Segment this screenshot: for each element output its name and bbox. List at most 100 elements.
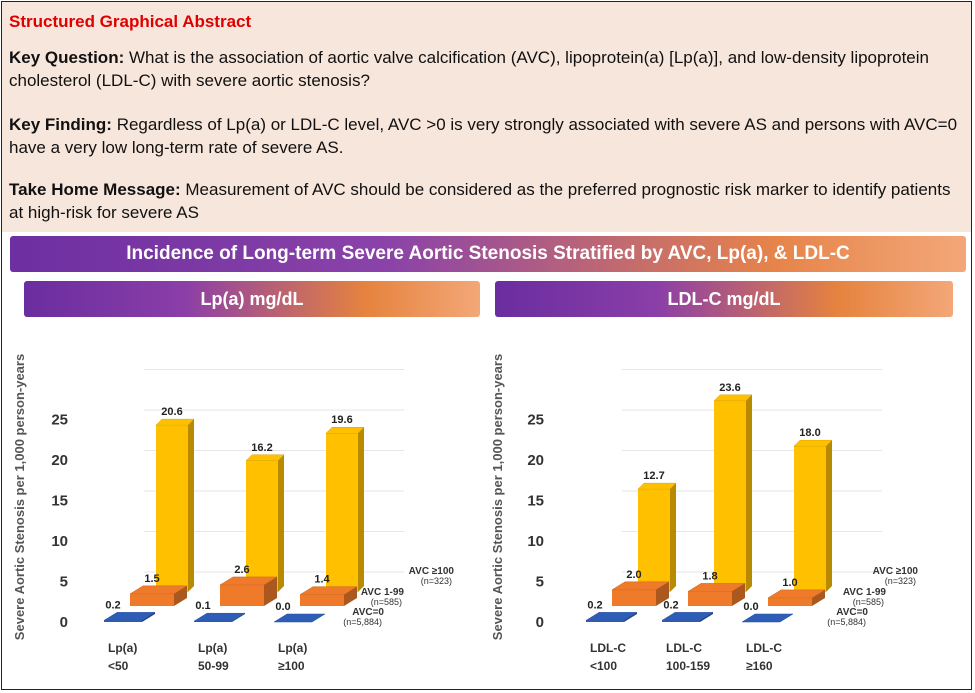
- bar-side: [670, 483, 676, 592]
- series-label: AVC ≥100: [409, 566, 455, 577]
- data-label: 2.0: [626, 569, 641, 581]
- bar-front: [586, 620, 624, 622]
- data-label: 23.6: [719, 382, 740, 394]
- y-tick-label: 15: [51, 493, 68, 510]
- bar-front: [220, 584, 264, 606]
- bar-front: [794, 446, 826, 592]
- series-count: (n=323): [421, 576, 452, 586]
- bar-top: [325, 426, 365, 434]
- bar-top: [273, 613, 326, 623]
- y-tick-label: 10: [51, 533, 68, 550]
- y-tick-label: 20: [51, 452, 68, 469]
- bar-front: [768, 597, 812, 606]
- y-tick-label: 25: [51, 412, 68, 429]
- series-label: AVC 1-99: [843, 587, 887, 598]
- bar-top: [661, 612, 714, 621]
- key-finding: Key Finding: Regardless of Lp(a) or LDL-…: [9, 113, 969, 159]
- y-tick-label: 25: [527, 412, 544, 429]
- x-tick-label: Lp(a): [198, 641, 227, 655]
- bar-side: [232, 613, 245, 622]
- series-count: (n=585): [853, 597, 884, 607]
- take-home-text: Measurement of AVC should be considered …: [9, 180, 951, 222]
- bar-side: [188, 419, 194, 592]
- x-tick-label: Lp(a): [278, 641, 307, 655]
- y-axis-title: Severe Aortic Stenosis per 1,000 person-…: [12, 354, 27, 640]
- bar-side: [344, 586, 357, 606]
- x-tick-label: ≥100: [278, 659, 305, 673]
- lpa-bar-chart: Severe Aortic Stenosis per 1,000 person-…: [12, 354, 455, 673]
- y-tick-label: 20: [527, 452, 544, 469]
- bar-top: [245, 454, 285, 462]
- y-axis-title: Severe Aortic Stenosis per 1,000 person-…: [490, 354, 505, 640]
- bar-front: [714, 400, 746, 592]
- y-tick-label: 5: [60, 574, 68, 591]
- bar-side: [264, 576, 277, 606]
- take-home-label: Take Home Message:: [9, 180, 181, 199]
- bar-front: [326, 433, 358, 592]
- x-tick-label: LDL-C: [666, 641, 702, 655]
- y-tick-label: 5: [536, 574, 544, 591]
- bar-side: [624, 612, 637, 622]
- bar-side: [746, 394, 752, 592]
- bar-front: [104, 620, 142, 622]
- bar-front: [300, 594, 344, 606]
- bar-front: [246, 460, 278, 592]
- bar-top: [585, 612, 638, 621]
- bar-side: [278, 454, 284, 592]
- key-question-label: Key Question:: [9, 48, 125, 67]
- data-label: 0.1: [195, 600, 210, 612]
- series-count: (n=5,884): [343, 617, 382, 627]
- bar-front: [612, 589, 656, 606]
- x-tick-label: LDL-C: [590, 641, 626, 655]
- bar-front: [688, 591, 732, 606]
- bar-top: [741, 613, 794, 623]
- bar-side: [826, 440, 832, 592]
- data-label: 2.6: [234, 564, 249, 576]
- series-label: AVC ≥100: [873, 566, 919, 577]
- series-count: (n=585): [371, 597, 402, 607]
- y-tick-label: 0: [536, 614, 544, 631]
- bar-side: [142, 612, 155, 622]
- x-tick-label: <50: [108, 659, 129, 673]
- bar-top: [155, 418, 195, 426]
- data-label: 18.0: [799, 427, 820, 439]
- panel-title-lpa: Lp(a) mg/dL: [24, 281, 480, 317]
- bar-top: [637, 482, 677, 490]
- data-label: 1.8: [702, 570, 717, 582]
- x-tick-label: <100: [590, 659, 617, 673]
- bar-side: [358, 427, 364, 592]
- data-label: 1.0: [782, 577, 797, 589]
- data-label: 1.4: [314, 574, 330, 586]
- bar-front: [662, 620, 700, 622]
- bar-side: [174, 585, 187, 606]
- data-label: 1.5: [144, 573, 159, 585]
- abstract-text-panel: Structured Graphical Abstract Key Questi…: [2, 2, 971, 232]
- ldl-bar-chart: Severe Aortic Stenosis per 1,000 person-…: [490, 354, 919, 673]
- data-label: 0.2: [663, 599, 678, 611]
- y-tick-label: 15: [527, 493, 544, 510]
- y-tick-label: 0: [60, 614, 68, 631]
- data-label: 19.6: [331, 414, 352, 426]
- key-finding-text: Regardless of Lp(a) or LDL-C level, AVC …: [9, 115, 958, 157]
- data-label: 20.6: [161, 406, 182, 418]
- bar-top: [129, 585, 188, 595]
- series-count: (n=323): [885, 576, 916, 586]
- main-banner: Incidence of Long-term Severe Aortic Ste…: [10, 236, 966, 272]
- series-label: AVC=0: [836, 607, 868, 618]
- data-label: 0.0: [743, 601, 758, 613]
- bar-side: [656, 581, 669, 606]
- bar-top: [713, 394, 753, 402]
- key-finding-label: Key Finding:: [9, 115, 112, 134]
- bar-side: [732, 583, 745, 606]
- data-label: 0.2: [105, 599, 120, 611]
- data-label: 0.2: [587, 599, 602, 611]
- x-tick-label: LDL-C: [746, 641, 782, 655]
- series-count: (n=5,884): [827, 617, 866, 627]
- data-label: 16.2: [251, 442, 272, 454]
- bar-front: [130, 593, 174, 606]
- y-tick-label: 10: [527, 533, 544, 550]
- bar-top: [793, 439, 833, 447]
- data-label: 12.7: [643, 470, 664, 482]
- take-home-message: Take Home Message: Measurement of AVC sh…: [9, 178, 969, 224]
- x-tick-label: Lp(a): [108, 641, 137, 655]
